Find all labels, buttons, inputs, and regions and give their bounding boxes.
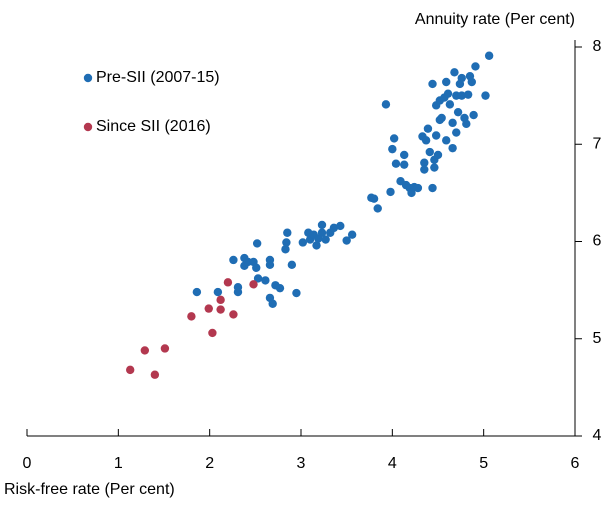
data-point: [469, 110, 478, 120]
data-point: [381, 100, 391, 109]
data-point: [423, 124, 433, 133]
y-axis-title: Annuity rate (Per cent): [415, 11, 575, 28]
y-tick-label: 8: [593, 38, 602, 55]
data-point: [261, 276, 270, 285]
data-point: [442, 136, 451, 145]
data-point: [140, 346, 150, 355]
data-point: [216, 295, 225, 305]
data-point: [187, 312, 196, 321]
data-point: [433, 150, 443, 160]
legend-marker: [83, 122, 93, 132]
data-point: [420, 165, 429, 174]
data-point: [253, 274, 263, 283]
data-point: [283, 228, 292, 237]
y-tick-label: 4: [593, 427, 602, 444]
data-point: [400, 150, 409, 160]
legend-marker: [83, 73, 93, 83]
data-point: [150, 370, 160, 379]
data-point: [430, 163, 439, 172]
data-point: [249, 280, 258, 289]
data-point: [467, 77, 476, 87]
data-point: [442, 77, 451, 87]
data-point: [391, 159, 401, 168]
data-point: [428, 183, 437, 193]
data-point: [457, 73, 466, 83]
data-point: [425, 147, 434, 157]
y-tick-label: 7: [593, 135, 602, 152]
x-tick-label: 1: [114, 455, 123, 472]
data-point: [329, 223, 339, 233]
data-point: [287, 260, 297, 270]
data-point: [484, 51, 494, 60]
legend-label: Since SII (2016): [96, 118, 211, 135]
data-point: [317, 228, 327, 237]
data-point: [450, 68, 459, 77]
data-point: [457, 91, 466, 100]
data-point: [126, 365, 135, 375]
data-point: [421, 136, 431, 145]
data-point: [400, 160, 409, 169]
y-tick-label: 6: [593, 233, 602, 250]
data-point: [216, 305, 225, 314]
data-point: [252, 239, 262, 248]
data-point: [443, 89, 453, 98]
data-point: [233, 283, 243, 292]
data-point: [369, 194, 379, 203]
data-point: [213, 287, 223, 297]
data-point: [448, 118, 457, 128]
data-point: [481, 91, 490, 100]
data-point: [336, 221, 345, 231]
data-point: [292, 288, 301, 298]
data-point: [453, 107, 463, 117]
data-point: [282, 238, 291, 247]
data-point: [268, 299, 277, 308]
data-point: [342, 236, 351, 245]
data-point: [420, 158, 429, 167]
data-point: [373, 204, 382, 213]
data-point: [229, 255, 238, 265]
data-point: [386, 187, 395, 197]
data-point: [321, 235, 330, 244]
data-point: [317, 220, 327, 230]
data-point: [204, 304, 213, 313]
data-point: [413, 183, 423, 193]
x-tick-label: 3: [297, 455, 306, 472]
x-tick-label: 0: [23, 455, 32, 472]
data-point: [471, 62, 480, 71]
data-point: [208, 328, 217, 338]
x-tick-label: 5: [479, 455, 488, 472]
x-tick-label: 4: [388, 455, 397, 472]
x-axis-title: Risk-free rate (Per cent): [4, 481, 175, 498]
data-point: [389, 134, 399, 143]
data-point: [312, 241, 321, 250]
data-point: [463, 90, 473, 99]
data-point: [298, 238, 308, 247]
data-point: [160, 344, 170, 353]
data-point: [462, 119, 471, 129]
data-point: [388, 144, 397, 154]
x-tick-label: 6: [571, 455, 580, 472]
data-point: [448, 143, 457, 153]
data-point: [347, 230, 357, 239]
data-point: [452, 128, 461, 137]
data-point: [428, 79, 437, 89]
x-tick-label: 2: [205, 455, 214, 472]
data-point: [192, 287, 202, 297]
data-point: [265, 260, 275, 270]
data-point: [229, 310, 238, 319]
data-point: [281, 245, 290, 254]
data-point: [223, 278, 233, 287]
data-point: [252, 263, 261, 272]
data-point: [275, 283, 285, 293]
y-tick-label: 5: [593, 330, 602, 347]
data-point: [445, 100, 455, 109]
legend-label: Pre-SII (2007-15): [96, 69, 220, 86]
data-point: [437, 113, 446, 123]
data-point: [431, 131, 441, 140]
